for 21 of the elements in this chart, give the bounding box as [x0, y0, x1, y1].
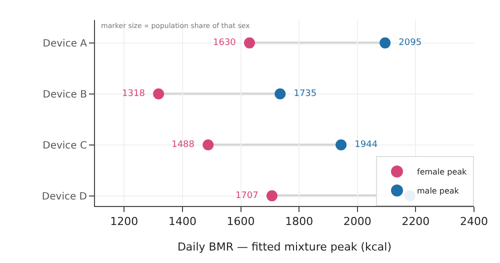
y-tick-label: Device B — [42, 89, 88, 100]
legend-label: male peak — [417, 186, 460, 196]
data-label: 1630 — [207, 38, 242, 48]
x-tick-label: 2200 — [402, 215, 430, 228]
y-tick-label: Device D — [42, 191, 88, 202]
data-label: 1488 — [166, 140, 200, 150]
y-tick-label: Device C — [42, 140, 88, 152]
x-tick-label: 1400 — [168, 215, 196, 228]
legend-label: female peak — [417, 168, 468, 177]
data-label: 1944 — [348, 140, 384, 150]
data-label: 1735 — [288, 89, 322, 100]
data-label: 1707 — [230, 191, 264, 202]
data-label: 2095 — [392, 38, 428, 48]
y-tick-label: Device A — [42, 38, 88, 50]
x-axis-title: Daily BMR — fitted mixture peak (kcal) — [177, 240, 392, 254]
data-label: 1318 — [116, 89, 151, 100]
x-tick-label: 1800 — [285, 215, 314, 228]
x-tick-label: 2000 — [343, 215, 372, 228]
x-tick-label: 2400 — [460, 215, 488, 228]
x-tick-label: 1200 — [110, 215, 138, 228]
x-tick-label: 1600 — [226, 215, 255, 228]
